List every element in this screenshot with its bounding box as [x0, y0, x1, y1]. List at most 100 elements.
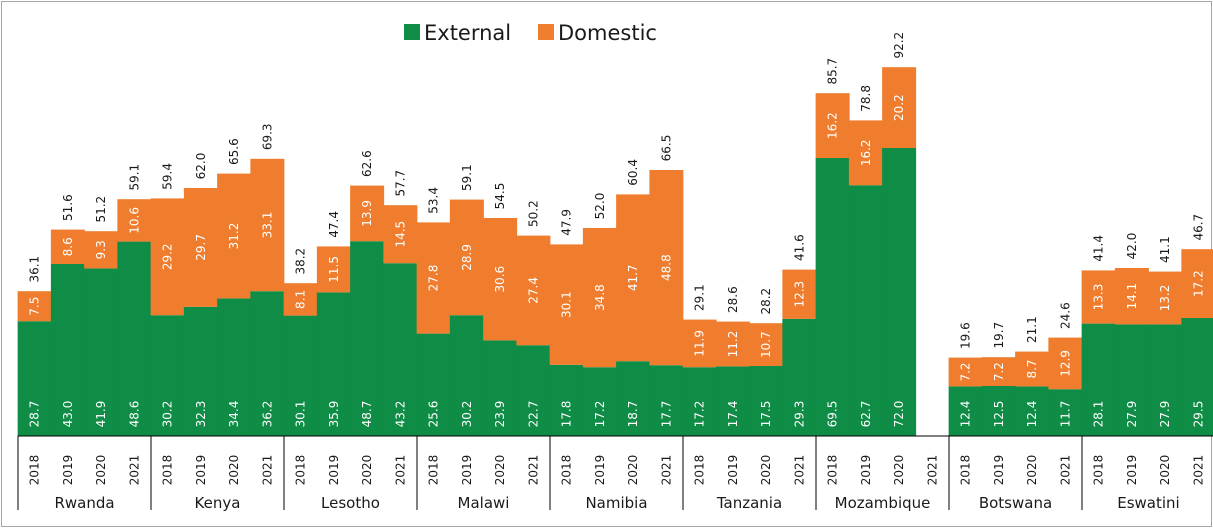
country-label: Namibia — [585, 494, 647, 512]
data-label-external: 27.9 — [1158, 401, 1172, 428]
bar-domestic — [1114, 268, 1149, 325]
year-tick-label: 2019 — [460, 455, 474, 486]
bar-external — [84, 268, 119, 436]
data-label-domestic: 16.2 — [859, 139, 873, 166]
data-label-domestic: 34.8 — [593, 284, 607, 311]
country-label: Lesotho — [321, 494, 380, 512]
data-label-external: 11.7 — [1058, 401, 1072, 428]
data-label-total: 51.2 — [94, 196, 108, 223]
year-tick-label: 2019 — [726, 455, 740, 486]
year-tick-label: 2020 — [94, 455, 108, 486]
year-tick-label: 2018 — [28, 455, 42, 486]
bar-domestic — [383, 205, 418, 264]
year-tick-label: 2018 — [1092, 455, 1106, 486]
bar-domestic — [981, 357, 1016, 386]
data-label-external: 32.3 — [194, 401, 208, 428]
data-label-domestic: 31.2 — [227, 223, 241, 250]
bar-domestic — [183, 188, 218, 307]
year-tick-label: 2020 — [227, 455, 241, 486]
bar-domestic — [416, 222, 451, 334]
bar-external — [1181, 318, 1213, 436]
bar-external — [316, 292, 351, 436]
data-label-total: 19.6 — [959, 322, 973, 349]
bar-domestic — [782, 269, 817, 319]
bar-domestic — [217, 173, 252, 299]
data-label-domestic: 11.9 — [693, 330, 707, 357]
data-label-external: 25.6 — [427, 401, 441, 428]
data-label-domestic: 48.8 — [659, 254, 673, 281]
category-axis: Rwanda 2018 2019 2020 2021 Kenya 2018 2019 2020 2… — [17, 435, 1213, 512]
bar-domestic — [749, 323, 784, 366]
year-tick-label: 2019 — [1125, 455, 1139, 486]
legend-label-external: External — [424, 21, 511, 45]
year-tick-label: 2020 — [892, 455, 906, 486]
bar-external — [183, 306, 218, 436]
bar-domestic — [815, 93, 850, 158]
data-label-external: 30.2 — [161, 401, 175, 428]
data-label-domestic: 20.2 — [892, 94, 906, 121]
data-label-domestic: 7.2 — [992, 362, 1006, 381]
year-tick-label: 2018 — [294, 455, 308, 486]
year-tick-label: 2021 — [526, 455, 540, 486]
bar-external — [549, 364, 584, 436]
data-label-total: 24.6 — [1058, 302, 1072, 329]
data-label-total: 36.1 — [28, 256, 42, 283]
bar-domestic — [483, 218, 518, 341]
data-label-external: 27.9 — [1125, 401, 1139, 428]
year-tick-label: 2019 — [194, 455, 208, 486]
data-label-external: 43.0 — [61, 401, 75, 428]
data-label-external: 29.3 — [792, 401, 806, 428]
bar-domestic — [1048, 337, 1083, 390]
bar-domestic — [1181, 249, 1213, 318]
country-label: Botswana — [979, 494, 1052, 512]
data-label-domestic: 13.3 — [1092, 284, 1106, 311]
year-tick-label: 2020 — [759, 455, 773, 486]
data-label-external: 17.8 — [560, 401, 574, 428]
data-label-domestic: 16.2 — [826, 112, 840, 139]
data-label-domestic: 10.6 — [127, 207, 141, 234]
data-label-external: 48.7 — [360, 401, 374, 428]
data-label-total: 47.9 — [560, 209, 574, 236]
data-label-total: 78.8 — [859, 85, 873, 112]
data-label-domestic: 14.5 — [393, 221, 407, 248]
bar-external — [715, 366, 750, 436]
bar-domestic — [17, 291, 52, 322]
data-label-total: 51.6 — [61, 194, 75, 221]
year-tick-label: 2018 — [693, 455, 707, 486]
bar-external — [17, 321, 52, 436]
data-label-total: 62.0 — [194, 153, 208, 180]
bar-domestic — [582, 228, 617, 368]
data-label-external: 41.9 — [94, 401, 108, 428]
legend: External Domestic — [404, 21, 657, 45]
data-label-total: 92.2 — [892, 32, 906, 59]
bar-external — [1048, 389, 1083, 436]
data-label-domestic: 29.7 — [194, 234, 208, 261]
data-label-domestic: 11.2 — [726, 331, 740, 358]
bar-domestic — [250, 158, 285, 292]
data-label-total: 66.5 — [659, 135, 673, 162]
year-tick-label: 2018 — [826, 455, 840, 486]
bar-domestic — [1148, 271, 1183, 325]
country-label: Kenya — [195, 494, 241, 512]
data-label-total: 60.4 — [626, 159, 640, 186]
data-label-external: 17.2 — [693, 401, 707, 428]
data-label-domestic: 27.4 — [526, 277, 540, 304]
data-label-external: 17.5 — [759, 401, 773, 428]
data-label-external: 29.5 — [1191, 401, 1205, 428]
year-tick-label: 2021 — [659, 455, 673, 486]
data-label-total: 41.4 — [1092, 235, 1106, 262]
bar-external — [383, 263, 418, 436]
data-label-domestic: 30.6 — [493, 266, 507, 293]
bar-external — [50, 264, 85, 436]
year-tick-label: 2021 — [260, 455, 274, 486]
bar-domestic — [84, 231, 119, 269]
bar-domestic — [350, 185, 385, 242]
bar-external — [815, 158, 850, 436]
bar-domestic — [449, 199, 484, 316]
data-label-total: 28.2 — [759, 288, 773, 315]
data-label-external: 18.7 — [626, 401, 640, 428]
data-label-total: 38.2 — [294, 248, 308, 275]
year-tick-label: 2018 — [560, 455, 574, 486]
data-label-total: 29.1 — [693, 284, 707, 311]
bar-external — [1114, 324, 1149, 436]
